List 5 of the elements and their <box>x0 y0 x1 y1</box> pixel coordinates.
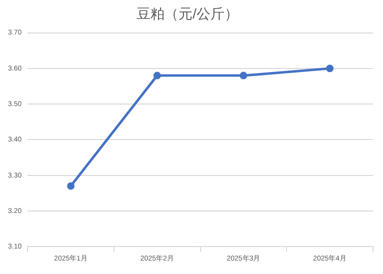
point <box>153 72 161 80</box>
chart-title: 豆粕（元/公斤） <box>136 5 238 22</box>
point <box>326 64 334 72</box>
point <box>240 72 248 80</box>
point <box>67 182 75 190</box>
